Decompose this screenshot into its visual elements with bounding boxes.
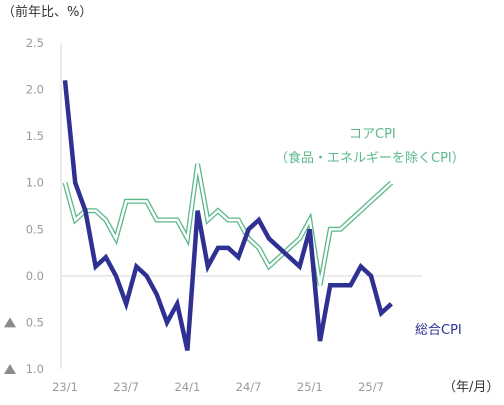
core-cpi-line-inner bbox=[63, 163, 393, 286]
x-axis: 23/1 23/7 24/1 24/7 25/1 25/7 bbox=[52, 380, 384, 394]
y-axis: 2.5 2.0 1.5 1.0 0.5 0.0 0.5 1.0 bbox=[4, 36, 44, 376]
y-tick-label: 1.0 bbox=[26, 176, 44, 190]
y-tick-label: 0.0 bbox=[26, 269, 44, 283]
y-tick-label: 0.5 bbox=[26, 222, 44, 236]
negative-marker-icon bbox=[4, 317, 16, 328]
x-tick-label: 23/1 bbox=[52, 380, 78, 394]
x-unit-label: （年/月） bbox=[443, 380, 499, 395]
series-layer bbox=[62, 80, 394, 351]
unit-label: （前年比、%） bbox=[2, 4, 92, 20]
y-tick-label: 2.5 bbox=[26, 36, 44, 50]
y-tick-label: 0.5 bbox=[26, 315, 44, 329]
x-tick-label: 24/7 bbox=[236, 380, 262, 394]
total-cpi-line bbox=[62, 80, 393, 351]
core-cpi-line bbox=[62, 163, 394, 286]
series-labels: 総合CPI コアCPI （食品・エネルギーを除くCPI） bbox=[275, 127, 465, 338]
core-cpi-label-line1: コアCPI bbox=[349, 127, 396, 142]
x-tick-label: 25/7 bbox=[358, 380, 384, 394]
x-tick-label: 25/1 bbox=[297, 380, 323, 394]
y-tick-label: 2.0 bbox=[26, 83, 44, 97]
x-tick-label: 24/1 bbox=[174, 380, 200, 394]
x-tick-label: 23/7 bbox=[113, 380, 139, 394]
y-tick-label: 1.5 bbox=[26, 129, 44, 143]
y-tick-label: 1.0 bbox=[26, 362, 44, 376]
total-cpi-label: 総合CPI bbox=[415, 323, 462, 338]
core-cpi-label-line2: （食品・エネルギーを除くCPI） bbox=[275, 150, 465, 166]
negative-marker-icon bbox=[4, 364, 16, 374]
